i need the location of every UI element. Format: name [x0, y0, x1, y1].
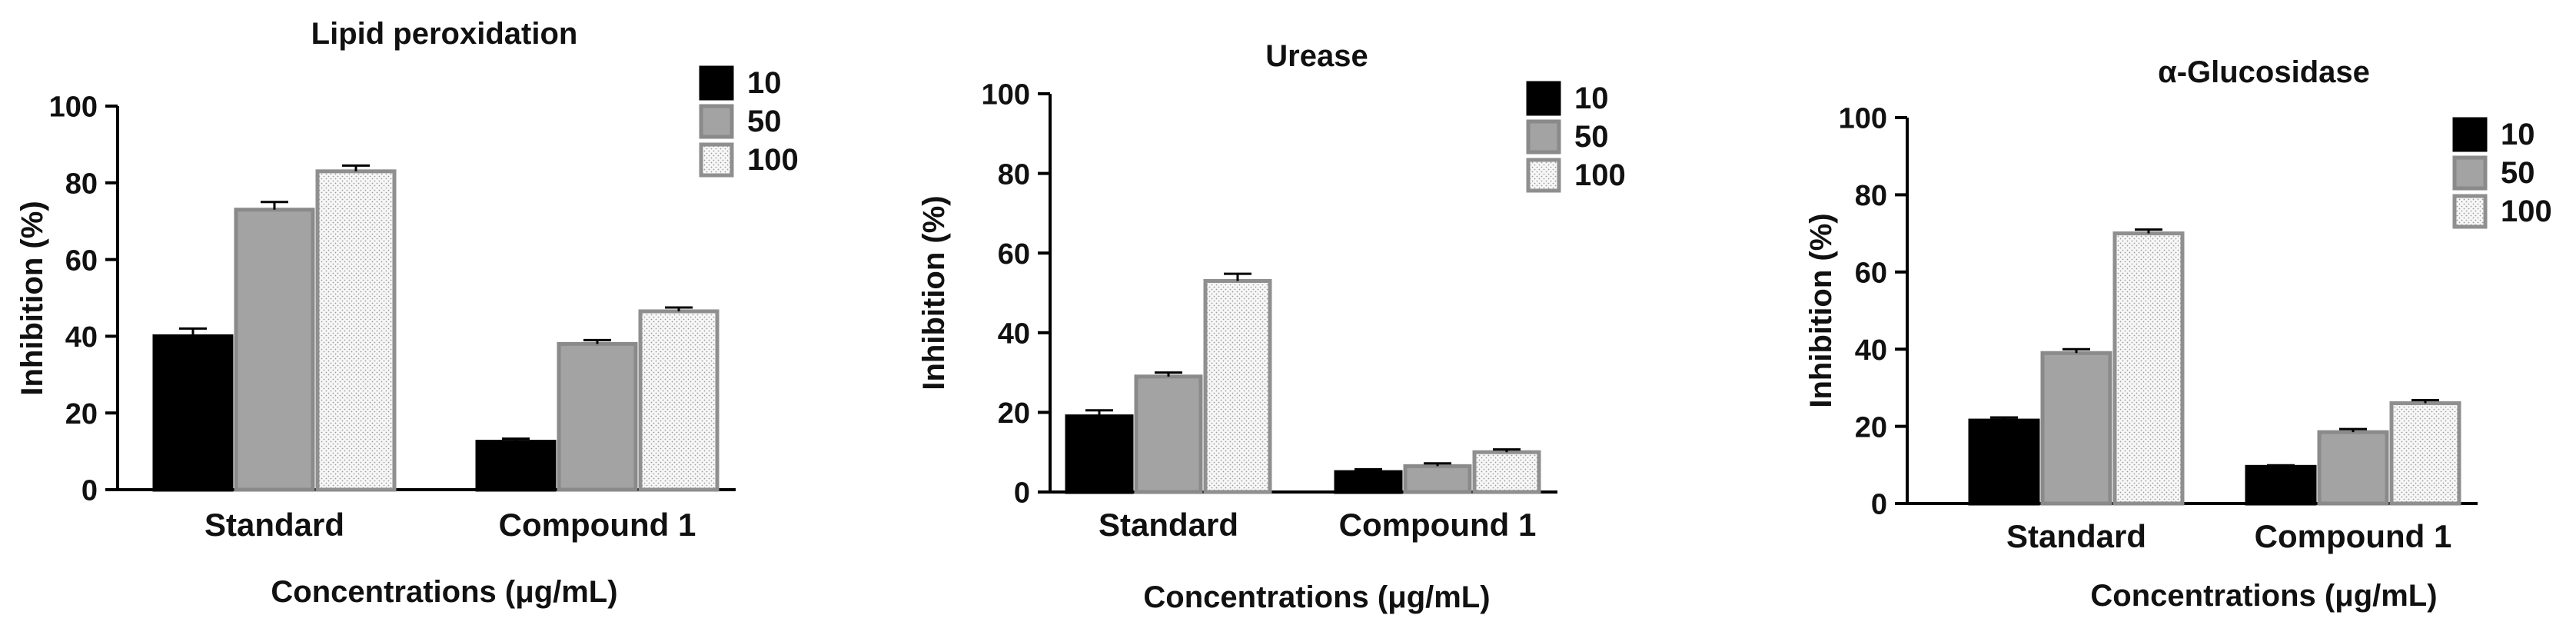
bar-compound-1-10 — [2245, 464, 2317, 506]
y-tick-label: 0 — [1871, 489, 1887, 521]
chart-urease: Urease 0 20 40 60 80 100 Standard Compound 1 Conc… — [917, 39, 1626, 614]
y-tick-label: 60 — [998, 238, 1030, 271]
legend-label: 10 — [1574, 81, 1609, 115]
bar-standard-10 — [1968, 418, 2040, 506]
y-tick-label: 100 — [982, 79, 1030, 111]
legend-swatch-10 — [2452, 117, 2488, 152]
chart-title: Lipid peroxidation — [311, 17, 578, 51]
bar-compound-1-100 — [1472, 450, 1541, 494]
legend-swatch-100 — [2452, 194, 2488, 229]
y-tick-label: 40 — [1855, 334, 1887, 367]
bar-compound-1-50 — [2317, 430, 2389, 506]
y-tick-label: 20 — [65, 398, 98, 431]
bar-standard-100 — [1203, 278, 1272, 494]
legend-swatch-100 — [699, 142, 734, 178]
category-label: Compound 1 — [1339, 507, 1537, 543]
category-label: Standard — [204, 507, 344, 543]
x-axis-label: Concentrations (μg/mL) — [271, 575, 617, 609]
chart-alpha-glucosidase: α-Glucosidase 0 20 40 60 80 100 Standard Compoun… — [1804, 55, 2552, 613]
legend-swatch-50 — [699, 104, 734, 139]
chart-lipid-peroxidation: Lipid peroxidation 0 20 40 60 80 100 Standard Co… — [15, 17, 799, 609]
legend-label: 50 — [1574, 120, 1609, 154]
y-tick-label: 0 — [1014, 477, 1030, 510]
legend-label: 100 — [1574, 158, 1626, 192]
y-tick-label: 100 — [49, 91, 98, 124]
y-axis-label: Inhibition (%) — [1804, 213, 1838, 407]
y-axis-label: Inhibition (%) — [917, 195, 951, 390]
category-label: Standard — [1099, 507, 1238, 543]
y-tick-label: 40 — [65, 321, 98, 354]
category-label: Compound 1 — [499, 507, 696, 543]
legend-label: 100 — [747, 143, 799, 177]
legend-label: 50 — [2501, 156, 2535, 190]
x-axis-label: Concentrations (μg/mL) — [2090, 579, 2437, 613]
bar-compound-1-100 — [638, 309, 720, 492]
y-tick-label: 80 — [998, 158, 1030, 191]
bar-compound-1-50 — [557, 341, 638, 492]
bar-standard-100 — [315, 169, 397, 492]
bar-compound-1-10 — [475, 440, 557, 492]
legend-label: 10 — [2501, 118, 2535, 151]
y-tick-label: 60 — [1855, 257, 1887, 289]
bar-compound-1-100 — [2389, 401, 2461, 506]
bar-standard-10 — [1065, 414, 1134, 494]
bar-compound-1-10 — [1334, 470, 1403, 494]
category-label: Standard — [2006, 518, 2146, 554]
y-tick-label: 80 — [65, 168, 98, 200]
legend-swatch-10 — [699, 65, 734, 101]
legend-swatch-10 — [1526, 81, 1561, 116]
legend-swatch-50 — [2452, 155, 2488, 191]
bar-compound-1-50 — [1403, 464, 1472, 494]
legend-swatch-100 — [1526, 158, 1561, 193]
bar-standard-50 — [1134, 374, 1203, 494]
bar-standard-50 — [2040, 351, 2112, 506]
category-label: Compound 1 — [2255, 518, 2452, 554]
legend-swatch-50 — [1526, 119, 1561, 155]
y-tick-label: 60 — [65, 244, 98, 277]
bar-standard-50 — [234, 208, 315, 492]
y-tick-label: 40 — [998, 318, 1030, 350]
y-tick-label: 20 — [998, 397, 1030, 430]
legend-label: 50 — [747, 105, 782, 138]
y-tick-label: 0 — [81, 475, 98, 507]
legend-label: 100 — [2501, 194, 2552, 228]
legend-label: 10 — [747, 66, 782, 100]
bar-standard-10 — [152, 334, 234, 492]
chart-title: α-Glucosidase — [2158, 55, 2370, 89]
y-tick-label: 100 — [1839, 103, 1887, 135]
chart-title: Urease — [1265, 39, 1368, 73]
y-tick-label: 20 — [1855, 411, 1887, 444]
y-axis-label: Inhibition (%) — [15, 201, 49, 395]
y-tick-label: 80 — [1855, 180, 1887, 212]
x-axis-label: Concentrations (μg/mL) — [1143, 580, 1490, 614]
bar-standard-100 — [2112, 231, 2185, 506]
